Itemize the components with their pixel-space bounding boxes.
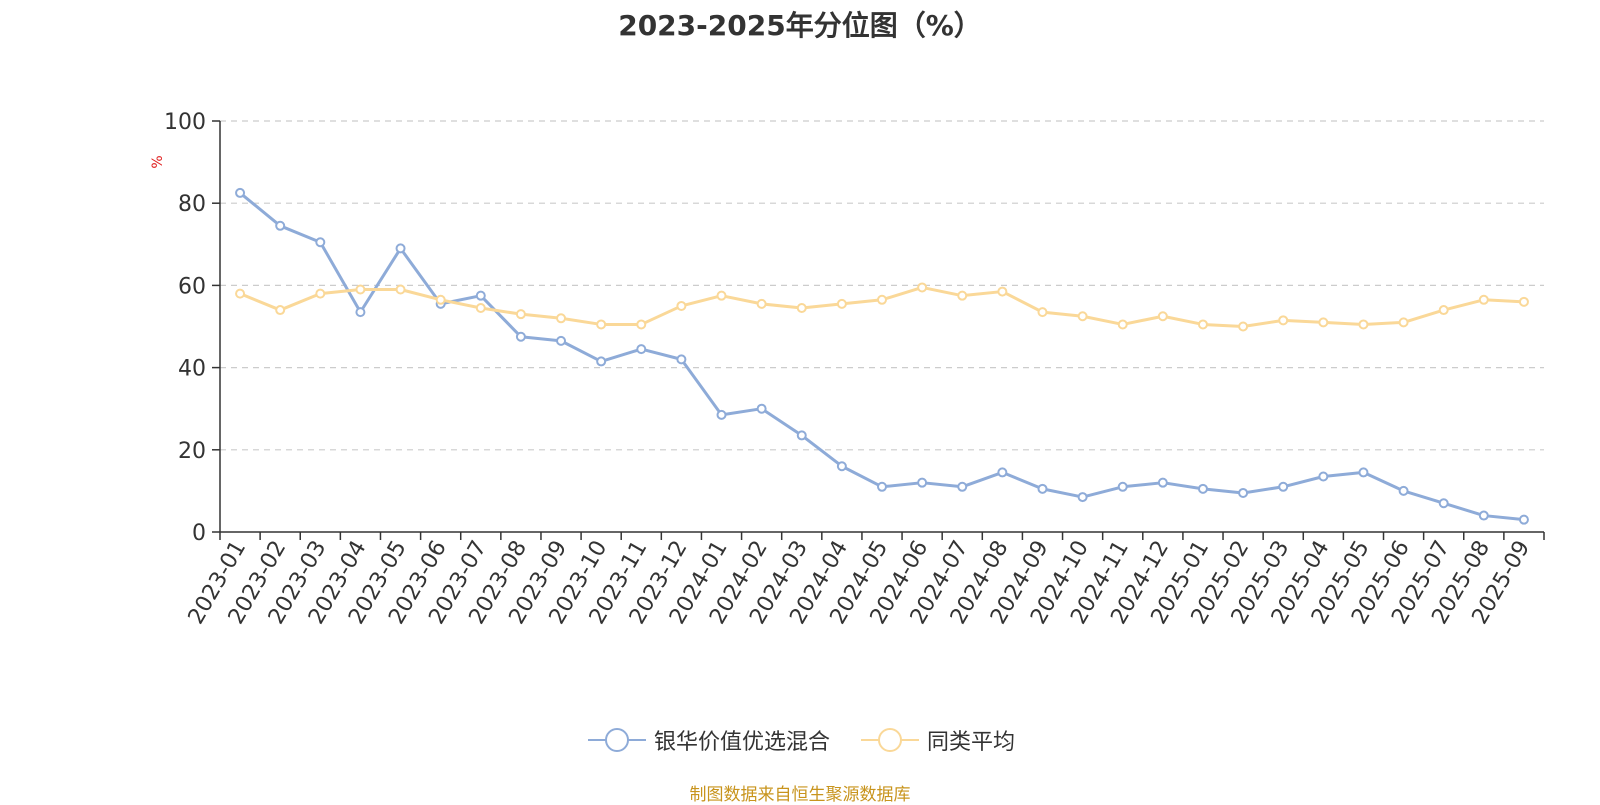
series-2-point bbox=[1278, 315, 1289, 326]
series-2-point bbox=[1398, 317, 1409, 328]
series-1-point bbox=[756, 403, 767, 414]
series-2-point bbox=[1358, 319, 1369, 330]
series-2-point bbox=[877, 294, 887, 305]
chart-title: 2023-2025年分位图（%） bbox=[618, 9, 982, 42]
series-2-point bbox=[235, 288, 246, 299]
series-2-point bbox=[1117, 319, 1128, 330]
series-2-point bbox=[1157, 311, 1168, 322]
series-2-point bbox=[796, 303, 807, 314]
legend-item-series-2[interactable]: 同类平均 bbox=[861, 724, 1015, 756]
series-1 bbox=[235, 187, 1529, 525]
series-1-point bbox=[235, 187, 246, 198]
series-2-point bbox=[1318, 317, 1329, 328]
series-2-point bbox=[435, 294, 446, 305]
series-1-point bbox=[877, 481, 887, 492]
series-1-point bbox=[1238, 487, 1249, 498]
series-1-point bbox=[836, 461, 847, 472]
series bbox=[235, 187, 1529, 525]
series-2-point bbox=[836, 298, 847, 309]
series-2-point bbox=[957, 290, 968, 301]
series-2-point bbox=[596, 319, 607, 330]
series-2-point bbox=[315, 288, 326, 299]
series-2-point bbox=[1077, 311, 1088, 322]
series-2-point bbox=[917, 282, 928, 293]
legend-series-2-label: 同类平均 bbox=[927, 730, 1016, 755]
series-2-point bbox=[1438, 305, 1449, 316]
series-2-point bbox=[716, 290, 727, 301]
series-2-point bbox=[556, 313, 567, 324]
source-note: 制图数据来自恒生聚源数据库 bbox=[689, 785, 911, 805]
series-1-point bbox=[1358, 467, 1369, 478]
y-tick-label: 20 bbox=[178, 439, 206, 464]
series-2-point bbox=[1238, 321, 1249, 332]
series-2-point bbox=[475, 303, 486, 314]
series-1-point bbox=[275, 220, 286, 231]
series-2-point bbox=[515, 309, 526, 320]
series-1-point bbox=[475, 290, 486, 301]
legend-series-1-marker bbox=[588, 726, 646, 754]
series-1-point bbox=[1518, 514, 1529, 525]
series-2-point bbox=[1518, 296, 1529, 307]
series-1-point bbox=[1438, 498, 1449, 509]
series-2 bbox=[235, 282, 1529, 332]
y-tick-label: 0 bbox=[192, 521, 206, 546]
series-1-point bbox=[556, 335, 567, 346]
series-2-point bbox=[395, 284, 406, 295]
series-1-point bbox=[515, 331, 526, 342]
series-1-point bbox=[1398, 485, 1409, 496]
series-1-point bbox=[1117, 481, 1128, 492]
grid-lines bbox=[220, 120, 1544, 451]
series-1-point bbox=[1037, 483, 1048, 494]
series-2-point bbox=[275, 305, 286, 316]
y-tick-label: 100 bbox=[164, 110, 206, 135]
axes: 0204060801002023-012023-022023-032023-04… bbox=[164, 110, 1545, 629]
series-1-point bbox=[1478, 510, 1489, 521]
series-1-point bbox=[315, 237, 326, 248]
legend-item-series-1[interactable]: 银华价值优选混合 bbox=[588, 724, 830, 756]
series-1-point bbox=[796, 430, 807, 441]
y-tick-label: 80 bbox=[178, 192, 206, 217]
series-2-point bbox=[636, 319, 647, 330]
series-1-point bbox=[355, 307, 366, 318]
series-2-point bbox=[997, 286, 1008, 297]
series-2-point bbox=[756, 298, 767, 309]
series-1-line bbox=[239, 191, 1525, 522]
series-1-point bbox=[1157, 477, 1168, 488]
series-1-point bbox=[1278, 481, 1289, 492]
series-1-point bbox=[676, 354, 687, 365]
series-1-point bbox=[716, 409, 727, 420]
series-1-point bbox=[997, 467, 1008, 478]
series-1-point bbox=[917, 477, 928, 488]
y-axis-label: % bbox=[150, 155, 166, 168]
series-2-point bbox=[1037, 307, 1048, 318]
series-1-point bbox=[1077, 492, 1088, 503]
series-2-point bbox=[676, 300, 687, 311]
series-1-point bbox=[596, 356, 607, 367]
legend-series-2-marker bbox=[861, 726, 919, 754]
series-2-point bbox=[355, 284, 366, 295]
legend-series-1-label: 银华价值优选混合 bbox=[654, 730, 831, 755]
y-tick-label: 60 bbox=[178, 274, 206, 299]
series-1-point bbox=[957, 481, 968, 492]
series-1-point bbox=[1197, 483, 1208, 494]
series-1-point bbox=[1318, 471, 1329, 482]
series-2-point bbox=[1197, 319, 1208, 330]
series-1-point bbox=[395, 243, 406, 254]
series-2-point bbox=[1478, 294, 1489, 305]
y-tick-label: 40 bbox=[178, 357, 206, 382]
series-1-point bbox=[636, 344, 647, 355]
